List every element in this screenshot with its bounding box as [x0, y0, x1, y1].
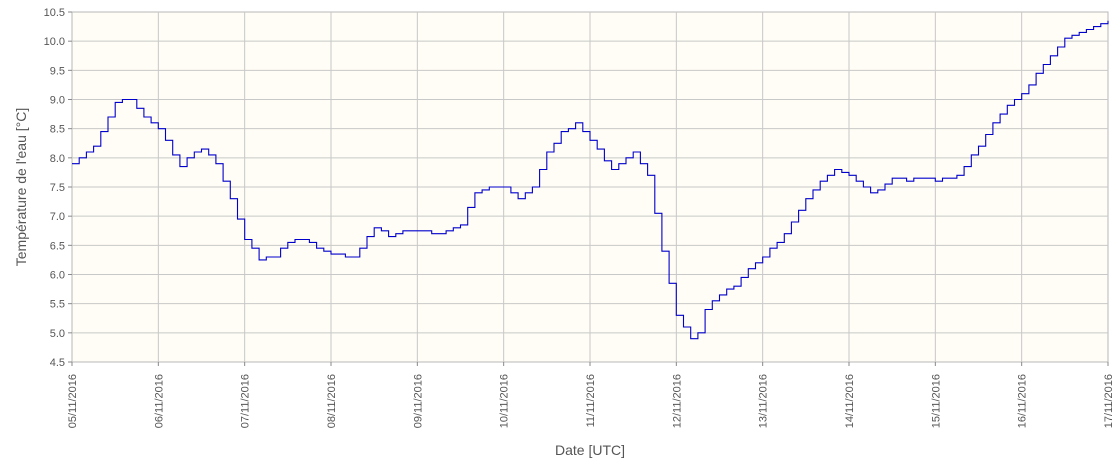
x-tick-label: 08/11/2016 — [326, 374, 338, 428]
x-tick-label: 14/11/2016 — [844, 374, 856, 428]
y-tick-label: 7.5 — [50, 182, 65, 194]
y-tick-label: 5.0 — [50, 328, 65, 340]
y-tick-label: 9.0 — [50, 95, 65, 107]
x-tick-label: 07/11/2016 — [240, 374, 252, 428]
temperature-line — [72, 20, 1109, 340]
x-tick-label: 13/11/2016 — [758, 374, 770, 428]
y-tick-label: 7.0 — [50, 211, 65, 223]
y-axis-title: Température de l'eau [°C] — [13, 108, 29, 266]
x-tick-label: 12/11/2016 — [671, 374, 683, 428]
y-tick-label: 10.5 — [44, 7, 65, 19]
y-tick-label: 6.0 — [50, 270, 65, 282]
y-axis-ticks: 4.5 5.0 5.5 6.0 6.5 7.0 7.5 8.0 8.5 9.0 9.5 10.0 10.… — [44, 7, 72, 369]
x-tick-label: 16/11/2016 — [1017, 374, 1029, 428]
x-axis-ticks: 05/11/2016 06/11/2016 07/11/2016 08/11/2016… — [67, 362, 1115, 428]
x-tick-label: 15/11/2016 — [930, 374, 942, 428]
x-tick-label: 17/11/2016 — [1103, 374, 1115, 428]
x-tick-label: 05/11/2016 — [67, 374, 79, 428]
horizontal-gridlines — [72, 40, 1108, 334]
temperature-series — [72, 20, 1109, 340]
y-tick-label: 5.5 — [50, 299, 65, 311]
y-tick-label: 4.5 — [50, 357, 65, 369]
y-tick-label: 8.5 — [50, 124, 65, 136]
y-tick-label: 6.5 — [50, 240, 65, 252]
x-tick-label: 06/11/2016 — [153, 374, 165, 428]
y-tick-label: 9.5 — [50, 65, 65, 77]
y-tick-label: 8.0 — [50, 153, 65, 165]
x-axis-title: Date [UTC] — [555, 442, 625, 458]
y-tick-label: 10.0 — [44, 36, 65, 48]
x-tick-label: 10/11/2016 — [499, 374, 511, 428]
x-tick-label: 11/11/2016 — [585, 374, 597, 427]
x-tick-label: 09/11/2016 — [412, 374, 424, 428]
